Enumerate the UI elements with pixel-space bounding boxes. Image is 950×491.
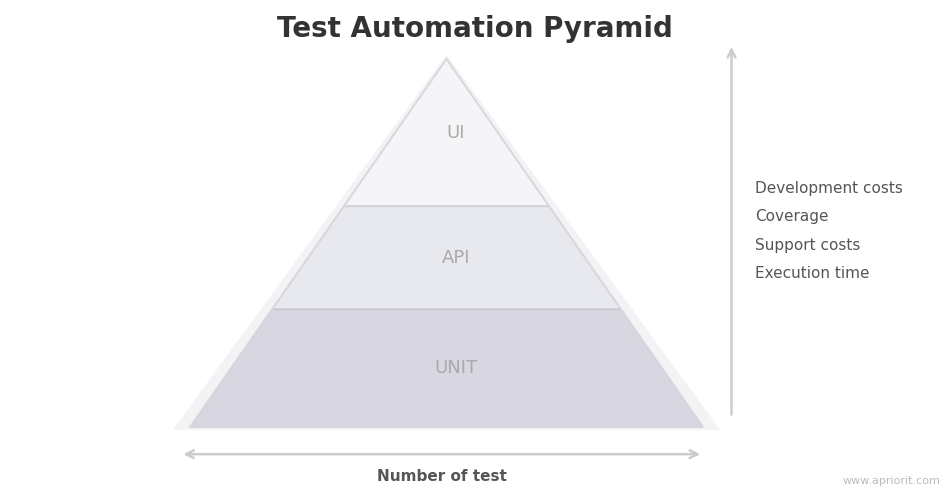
- Polygon shape: [344, 59, 549, 206]
- Text: UI: UI: [446, 124, 466, 141]
- Polygon shape: [272, 206, 621, 309]
- Text: Number of test: Number of test: [377, 469, 506, 484]
- Text: Development costs: Development costs: [755, 181, 903, 195]
- Text: Execution time: Execution time: [755, 266, 870, 281]
- Text: Test Automation Pyramid: Test Automation Pyramid: [277, 15, 673, 43]
- Text: Coverage: Coverage: [755, 209, 828, 224]
- Polygon shape: [173, 55, 720, 430]
- Text: UNIT: UNIT: [434, 359, 478, 377]
- Text: API: API: [442, 249, 470, 267]
- Polygon shape: [190, 309, 703, 427]
- Text: www.apriorit.com: www.apriorit.com: [843, 476, 940, 486]
- Text: Support costs: Support costs: [755, 238, 861, 252]
